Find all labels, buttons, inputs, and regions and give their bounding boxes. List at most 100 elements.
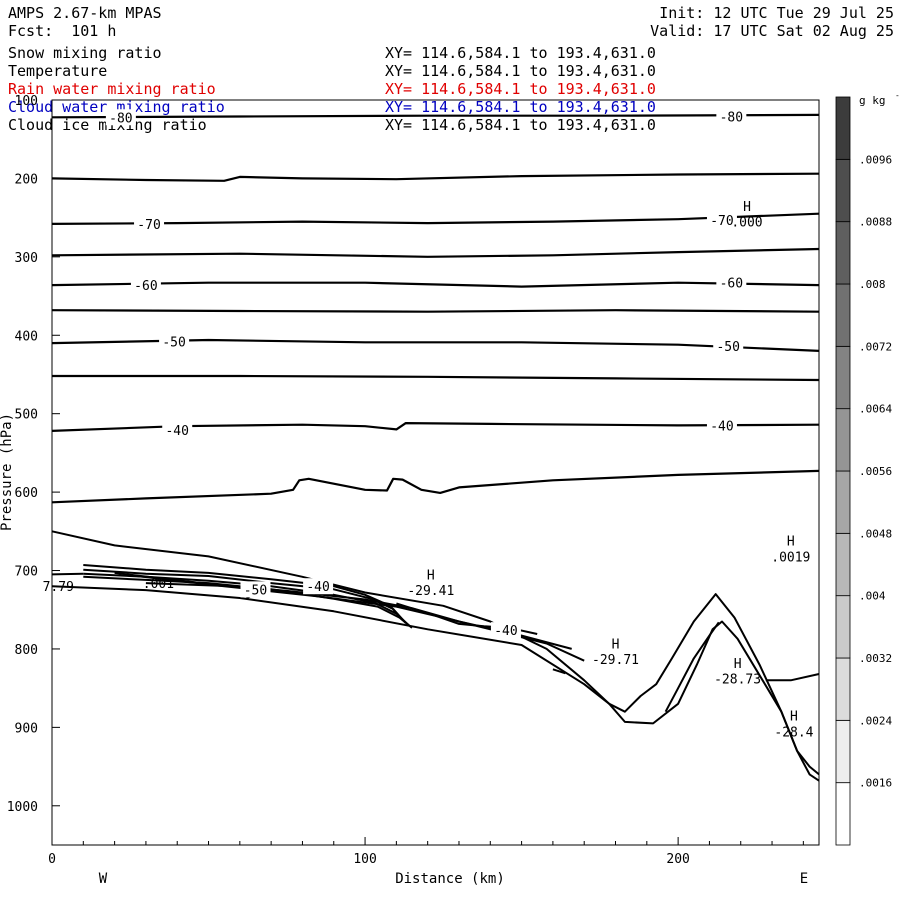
- label-backing: [134, 215, 165, 232]
- extremum-annotation: 7.79: [43, 580, 74, 595]
- colorbar-tick-label: .0072: [859, 340, 892, 353]
- colorbar-unit: g kg: [859, 94, 886, 107]
- label-backing: [303, 578, 334, 595]
- extremum-annotation: -29.71: [592, 653, 639, 668]
- x-tick-label: 100: [353, 852, 376, 867]
- colorbar-step: [835, 657, 851, 721]
- terrain-contour: [130, 574, 585, 662]
- mixing-ratio-contour: [145, 582, 234, 588]
- contour-labels: -80 -80 -70 -70 -60 -60 -50 -50 -40 -40 -50 -40 -40 H…: [43, 108, 814, 740]
- extremum-annotation: .001: [143, 577, 174, 592]
- y-tick-label: 800: [15, 643, 38, 658]
- isotherm-line: [51, 212, 820, 225]
- x-tick-label: 200: [666, 852, 689, 867]
- isotherm-label: -40: [710, 419, 733, 434]
- extremum-annotation: -29.41: [407, 584, 454, 599]
- extremum-annotation: H: [790, 710, 798, 725]
- extremum-annotation: H: [612, 637, 620, 652]
- isotherm-label: -50: [244, 583, 267, 598]
- isotherm-label: -80: [109, 111, 132, 126]
- y-tick-label: 100: [15, 94, 38, 109]
- extremum-annotation: .000: [731, 216, 762, 231]
- isotherm-line: [51, 469, 820, 504]
- label-backing: [130, 277, 161, 294]
- isotherm-label: -40: [165, 424, 188, 439]
- east-label: E: [800, 871, 808, 887]
- extremum-annotation: H: [743, 200, 751, 215]
- field-name: Rain water mixing ratio: [8, 80, 216, 98]
- colorbar-step: [835, 782, 851, 846]
- colorbar-tick-label: .0064: [859, 403, 892, 416]
- mixing-ratio-contours: [51, 564, 820, 682]
- model-name: AMPS 2.67-km MPAS: [8, 4, 162, 22]
- isotherm-line: [52, 374, 820, 382]
- isotherm-label: -40: [306, 580, 329, 595]
- field-xy-range: XY= 114.6,584.1 to 193.4,631.0: [385, 80, 656, 98]
- field-xy-range: XY= 114.6,584.1 to 193.4,631.0: [385, 62, 656, 80]
- isotherm-label: -40: [494, 624, 517, 639]
- mixing-ratio-contour: [83, 575, 413, 629]
- label-backing: [713, 338, 744, 355]
- label-backing: [706, 211, 737, 228]
- colorbar-tick-label: .004: [859, 590, 886, 603]
- y-tick-label: 400: [15, 329, 38, 344]
- colorbar-step: [835, 719, 851, 784]
- colorbar-step: [835, 532, 851, 597]
- colorbar-tick-label: .008: [859, 278, 886, 291]
- field-xy-range: XY= 114.6,584.1 to 193.4,631.0: [385, 116, 656, 134]
- x-axis-label: Distance (km): [395, 871, 505, 887]
- colorbar-unit-exponent: -1: [895, 91, 900, 100]
- label-backing: [716, 108, 747, 125]
- colorbar-tick-label: .0088: [859, 216, 892, 229]
- colorbar-tick-label: .0096: [859, 153, 892, 166]
- extremum-annotation: .0019: [771, 550, 810, 565]
- terrain-contour: [51, 585, 820, 782]
- terrain-contour: [664, 621, 720, 713]
- temperature-isotherms: [51, 113, 820, 504]
- extremum-annotation: -28.73: [714, 673, 761, 688]
- y-tick-label: 900: [15, 721, 38, 736]
- label-backing: [159, 333, 190, 350]
- isotherm-label: -80: [720, 110, 743, 125]
- isotherm-line: [51, 247, 820, 258]
- isotherm-label: -50: [716, 340, 739, 355]
- colorbar-tick-label: .0024: [859, 714, 892, 727]
- extremum-annotation: H: [734, 657, 742, 672]
- y-tick-label: 200: [15, 172, 38, 187]
- colorbar-step: [835, 283, 851, 347]
- field-name: Temperature: [8, 62, 108, 80]
- valid-time: Valid: 17 UTC Sat 02 Aug 25: [650, 22, 894, 40]
- isotherm-line: [51, 309, 820, 313]
- field-xy-range: XY= 114.6,584.1 to 193.4,631.0: [385, 98, 656, 116]
- label-backing: [105, 109, 136, 126]
- label-backing: [240, 581, 271, 598]
- y-tick-label: 500: [15, 408, 38, 423]
- colorbar-tick-label: .0056: [859, 465, 892, 478]
- y-tick-label: 300: [15, 251, 38, 266]
- terrain-contour: [51, 530, 820, 776]
- label-backing: [716, 274, 747, 291]
- extremum-annotation: H: [427, 568, 435, 583]
- colorbar: .0016 .0024 .0032 .004 .0048 .0056 .0064 .0072.…: [835, 91, 900, 846]
- mixing-ratio-contour: [765, 673, 820, 682]
- label-backing: [490, 622, 521, 639]
- isotherm-label: -60: [720, 277, 743, 292]
- label-backing: [706, 417, 737, 434]
- mixing-ratio-contour: [83, 564, 404, 621]
- terrain-contours: [51, 530, 820, 782]
- colorbar-tick-label: .0032: [859, 652, 892, 665]
- init-time: Init: 12 UTC Tue 29 Jul 25: [659, 4, 894, 22]
- y-tick-label: 700: [15, 565, 38, 580]
- plot-frame: [51, 99, 820, 846]
- west-label: W: [99, 871, 108, 887]
- isotherm-label: -70: [137, 218, 160, 233]
- colorbar-step: [835, 345, 851, 410]
- label-backing: [162, 422, 193, 439]
- isotherm-line: [51, 422, 820, 432]
- colorbar-step: [835, 470, 851, 534]
- colorbar-step: [835, 221, 851, 285]
- colorbar-step: [835, 96, 851, 160]
- y-tick-label: 1000: [7, 800, 38, 815]
- extremum-annotation: H: [787, 535, 795, 550]
